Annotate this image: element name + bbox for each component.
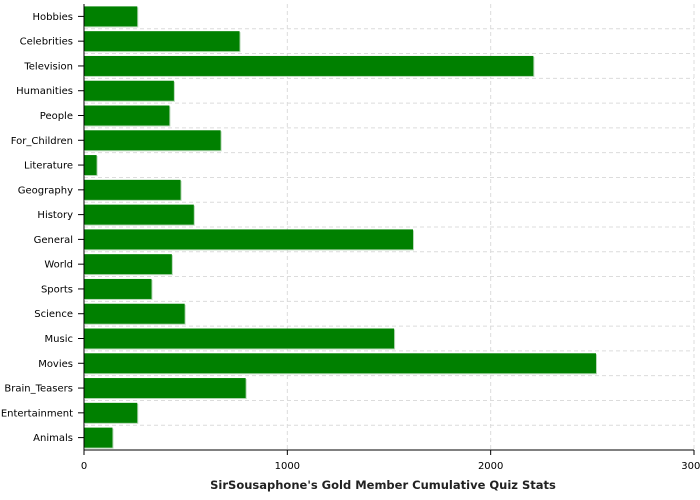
category-label: Entertainment — [1, 408, 73, 419]
bar — [84, 427, 113, 448]
x-tick-label: 3000 — [681, 461, 700, 472]
bar — [84, 353, 596, 374]
category-label: Brain_Teasers — [4, 384, 73, 395]
category-label: Celebrities — [20, 37, 73, 48]
bar — [84, 378, 246, 399]
category-label: People — [40, 111, 73, 122]
bar — [84, 130, 221, 151]
bar-layer — [84, 6, 597, 449]
category-label: For_Children — [11, 136, 73, 147]
bar — [84, 254, 172, 275]
x-tick-label: 0 — [81, 461, 87, 472]
bar — [84, 6, 138, 27]
bar — [84, 80, 174, 101]
bar — [84, 204, 194, 225]
category-label: Animals — [33, 433, 73, 444]
bar — [84, 278, 152, 299]
category-label: Hobbies — [33, 12, 73, 23]
bar — [84, 105, 170, 126]
category-label: World — [44, 260, 73, 271]
bar — [84, 55, 534, 76]
bar — [84, 402, 138, 423]
category-label: Television — [23, 61, 73, 72]
category-label: History — [37, 210, 73, 221]
bar — [84, 303, 185, 324]
category-label: Music — [45, 334, 73, 345]
category-label: Literature — [24, 161, 73, 172]
x-axis-title: SirSousaphone's Gold Member Cumulative Q… — [210, 478, 556, 492]
category-label: Movies — [38, 359, 73, 370]
category-label: Geography — [18, 185, 73, 196]
bar — [84, 31, 240, 52]
x-tick-label: 1000 — [275, 461, 300, 472]
axis-layer — [78, 4, 695, 455]
bar — [84, 328, 395, 349]
bar — [84, 179, 181, 200]
bar — [84, 155, 97, 176]
category-label: General — [34, 235, 73, 246]
category-label: Sports — [41, 284, 73, 295]
x-tick-label: 2000 — [478, 461, 503, 472]
grid-layer — [84, 4, 695, 450]
category-label: Science — [34, 309, 73, 320]
label-layer: Hobbies Celebrities Television Humanities Pe… — [1, 12, 700, 472]
category-label: Humanities — [16, 86, 73, 97]
bar — [84, 229, 413, 250]
